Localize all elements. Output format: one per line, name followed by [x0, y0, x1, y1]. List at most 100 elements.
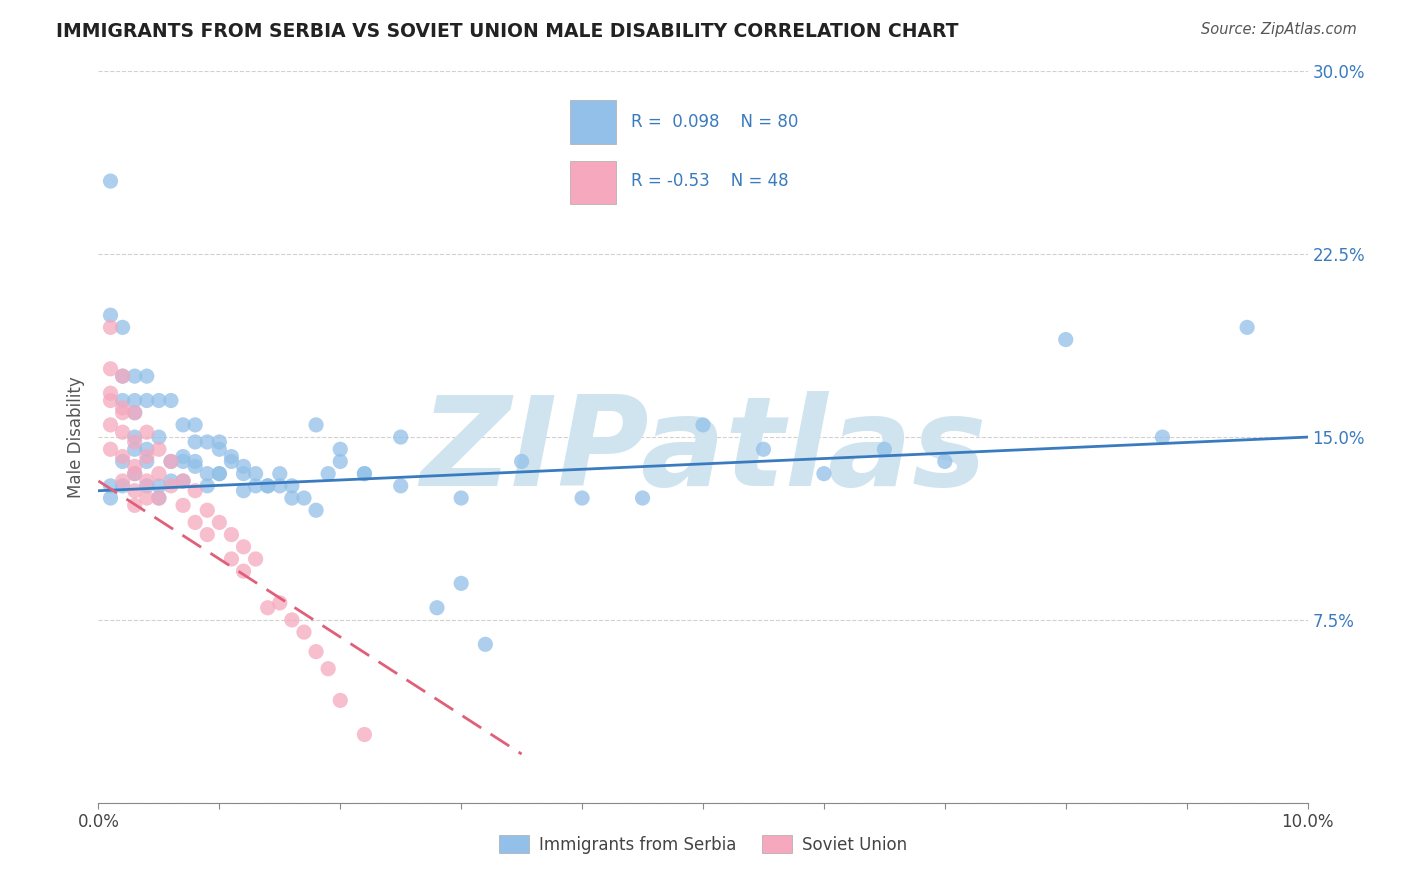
Point: [232, 483, 254, 498]
Point: [873, 442, 896, 457]
Point: [124, 459, 146, 474]
Point: [135, 454, 157, 468]
Point: [135, 393, 157, 408]
Point: [329, 693, 352, 707]
Point: [124, 406, 146, 420]
Point: [111, 474, 134, 488]
Point: [124, 369, 146, 384]
Point: [135, 474, 157, 488]
Point: [316, 662, 339, 676]
Point: [111, 320, 134, 334]
Point: [692, 417, 714, 432]
Point: [245, 552, 267, 566]
Point: [100, 417, 122, 432]
Point: [232, 540, 254, 554]
Point: [329, 454, 352, 468]
Point: [184, 483, 207, 498]
Point: [100, 479, 122, 493]
Point: [305, 645, 328, 659]
Point: [135, 491, 157, 505]
Point: [195, 479, 218, 493]
Point: [160, 454, 183, 468]
Point: [111, 401, 134, 415]
Point: [184, 454, 207, 468]
Point: [160, 474, 183, 488]
Point: [100, 491, 122, 505]
Point: [389, 479, 412, 493]
Point: [172, 474, 194, 488]
Point: [353, 467, 375, 481]
Point: [208, 442, 231, 457]
Point: [135, 442, 157, 457]
Point: [160, 454, 183, 468]
Point: [195, 434, 218, 449]
Point: [184, 417, 207, 432]
Point: [160, 393, 183, 408]
Point: [111, 425, 134, 440]
Point: [172, 454, 194, 468]
Text: Source: ZipAtlas.com: Source: ZipAtlas.com: [1201, 22, 1357, 37]
Point: [148, 491, 170, 505]
Point: [256, 479, 278, 493]
Point: [281, 491, 304, 505]
Point: [813, 467, 835, 481]
Point: [111, 369, 134, 384]
Point: [124, 467, 146, 481]
Point: [221, 454, 243, 468]
Point: [195, 503, 218, 517]
Point: [389, 430, 412, 444]
Point: [124, 406, 146, 420]
Point: [221, 450, 243, 464]
Point: [124, 442, 146, 457]
Point: [111, 393, 134, 408]
Point: [124, 430, 146, 444]
Point: [100, 174, 122, 188]
Point: [450, 491, 472, 505]
Point: [934, 454, 956, 468]
Point: [172, 417, 194, 432]
Point: [148, 491, 170, 505]
Point: [100, 361, 122, 376]
Point: [148, 479, 170, 493]
Point: [172, 499, 194, 513]
Point: [135, 369, 157, 384]
Point: [111, 369, 134, 384]
Point: [208, 467, 231, 481]
Point: [1236, 320, 1258, 334]
Point: [148, 467, 170, 481]
Point: [245, 467, 267, 481]
Point: [100, 308, 122, 322]
Point: [269, 467, 291, 481]
Point: [184, 516, 207, 530]
Point: [269, 479, 291, 493]
Point: [256, 600, 278, 615]
Text: IMMIGRANTS FROM SERBIA VS SOVIET UNION MALE DISABILITY CORRELATION CHART: IMMIGRANTS FROM SERBIA VS SOVIET UNION M…: [56, 22, 959, 41]
Point: [148, 430, 170, 444]
Point: [631, 491, 654, 505]
Point: [281, 613, 304, 627]
Point: [752, 442, 775, 457]
Point: [474, 637, 496, 651]
Point: [571, 491, 593, 505]
Point: [124, 393, 146, 408]
Point: [124, 483, 146, 498]
Legend: Immigrants from Serbia, Soviet Union: Immigrants from Serbia, Soviet Union: [492, 829, 914, 860]
Point: [208, 434, 231, 449]
Point: [100, 386, 122, 401]
Point: [510, 454, 533, 468]
Point: [329, 442, 352, 457]
Point: [353, 727, 375, 741]
Point: [172, 450, 194, 464]
Point: [450, 576, 472, 591]
Point: [281, 479, 304, 493]
Point: [111, 454, 134, 468]
Point: [269, 596, 291, 610]
Point: [292, 625, 315, 640]
Point: [1152, 430, 1174, 444]
Point: [305, 417, 328, 432]
Point: [208, 467, 231, 481]
Point: [208, 516, 231, 530]
Point: [135, 479, 157, 493]
Point: [111, 450, 134, 464]
Point: [124, 499, 146, 513]
